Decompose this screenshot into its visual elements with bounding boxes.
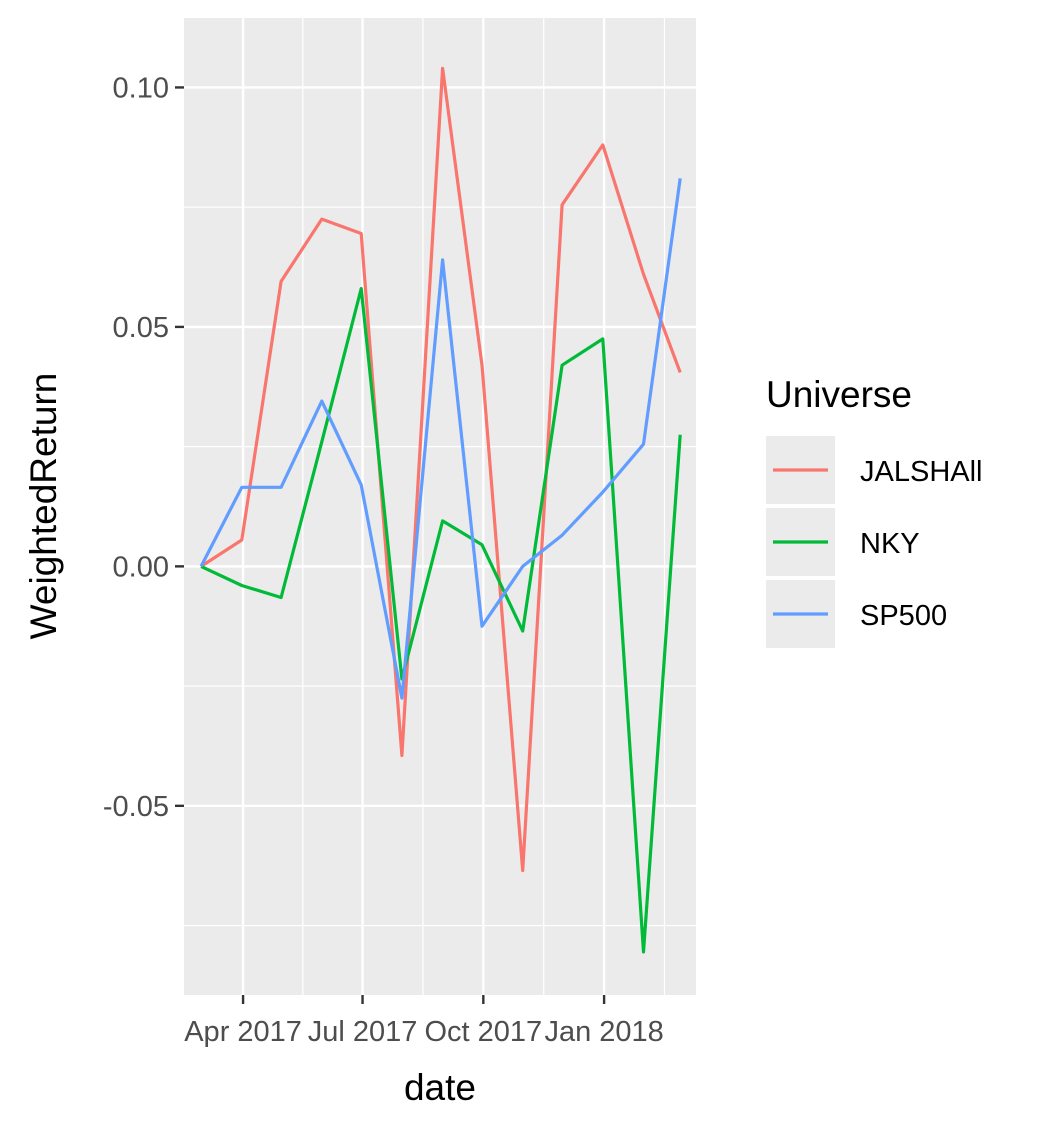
y-axis-title: WeightedReturn bbox=[23, 373, 64, 640]
legend-title: Universe bbox=[766, 374, 912, 415]
x-tick-label: Oct 2017 bbox=[424, 1016, 542, 1048]
x-tick-label: Jul 2017 bbox=[308, 1016, 418, 1048]
legend-label-sp500: SP500 bbox=[860, 600, 947, 632]
series-lines bbox=[199, 66, 682, 954]
legend: Universe JALSHAll NKY SP500 bbox=[766, 374, 983, 648]
x-axis: Apr 2017 Jul 2017 Oct 2017 Jan 2018 bbox=[184, 995, 664, 1048]
legend-label-jalshall: JALSHAll bbox=[860, 456, 983, 488]
y-tick-label: -0.05 bbox=[103, 791, 169, 823]
x-axis-title: date bbox=[404, 1067, 476, 1108]
y-tick-label: 0.00 bbox=[113, 551, 169, 583]
major-gridlines bbox=[184, 18, 696, 995]
series-line-sp500 bbox=[199, 178, 682, 700]
legend-items: JALSHAll NKY SP500 bbox=[766, 436, 983, 648]
series-line-nky bbox=[200, 287, 682, 954]
x-tick-label: Jan 2018 bbox=[544, 1016, 663, 1048]
series-line-jalshall bbox=[200, 66, 682, 873]
x-tick-label: Apr 2017 bbox=[184, 1016, 302, 1048]
y-tick-label: 0.05 bbox=[113, 312, 169, 344]
legend-label-nky: NKY bbox=[860, 528, 920, 560]
y-axis: -0.05 0.00 0.05 0.10 bbox=[103, 72, 184, 823]
y-tick-label: 0.10 bbox=[113, 72, 169, 104]
panel-background bbox=[184, 18, 696, 995]
